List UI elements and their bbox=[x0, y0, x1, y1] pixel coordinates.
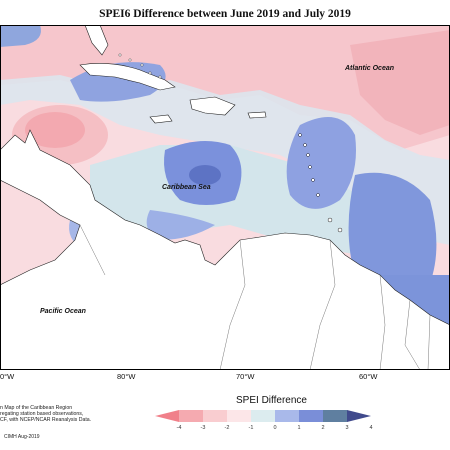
legend-swatch bbox=[275, 410, 300, 422]
credit-line-2: regating station based observations, bbox=[0, 411, 84, 417]
borders bbox=[59, 214, 431, 370]
wet-area-south bbox=[146, 210, 215, 240]
map-title: SPEI6 Difference between June 2019 and J… bbox=[99, 8, 351, 20]
hispaniola bbox=[189, 96, 236, 116]
pacific-ocean-label: Pacific Ocean bbox=[40, 308, 86, 315]
puerto-rico bbox=[247, 111, 267, 119]
dry-area-atlantic bbox=[350, 30, 450, 135]
legend-colorbar bbox=[155, 410, 371, 422]
bahamas-islands bbox=[118, 53, 162, 79]
legend-tick-label: 2 bbox=[321, 425, 325, 431]
central-america bbox=[0, 129, 450, 370]
caribbean-sea-label: Caribbean Sea bbox=[162, 184, 211, 191]
lon-tick: 80°W bbox=[117, 372, 136, 381]
copyright: CIMH Aug-2019 bbox=[4, 434, 40, 440]
cuba bbox=[79, 63, 176, 91]
legend-tick-label: 0 bbox=[273, 425, 277, 431]
wet-area-nw bbox=[0, 25, 41, 47]
lon-tick: 60°W bbox=[359, 372, 378, 381]
lon-tick: 70°W bbox=[236, 372, 255, 381]
wet-core-caribbean bbox=[189, 165, 221, 185]
legend-tick-label: 1 bbox=[297, 425, 301, 431]
florida bbox=[84, 25, 109, 56]
legend-swatch bbox=[323, 410, 348, 422]
legend-swatch bbox=[251, 410, 276, 422]
landmasses bbox=[0, 25, 450, 370]
legend-tick-label: -4 bbox=[176, 425, 182, 431]
jamaica bbox=[149, 114, 173, 124]
atlantic-ocean-label: Atlantic Ocean bbox=[345, 65, 395, 72]
legend-tick-label: 3 bbox=[345, 425, 349, 431]
legend-swatch bbox=[227, 410, 252, 422]
legend-swatch bbox=[155, 410, 179, 422]
legend-tick-label: -3 bbox=[200, 425, 206, 431]
lesser-antilles bbox=[298, 133, 343, 233]
legend-tick-label: 4 bbox=[369, 425, 373, 431]
credit-line-1: n Map of the Caribbean Region bbox=[0, 405, 73, 411]
wet-area-east bbox=[286, 117, 356, 209]
lon-tick: 0°W bbox=[0, 372, 15, 381]
spei-map bbox=[0, 25, 450, 370]
legend-title: SPEI Difference bbox=[236, 395, 307, 406]
credit-line-3: CF, with NCEP/NCAR Reanalysis Data. bbox=[0, 417, 92, 423]
neutral-band bbox=[0, 75, 450, 245]
legend-tick-label: -2 bbox=[224, 425, 230, 431]
legend-swatch bbox=[203, 410, 228, 422]
legend-swatch bbox=[347, 410, 371, 422]
legend-tick-label: -1 bbox=[248, 425, 254, 431]
legend-swatch bbox=[299, 410, 324, 422]
legend-swatch bbox=[179, 410, 204, 422]
